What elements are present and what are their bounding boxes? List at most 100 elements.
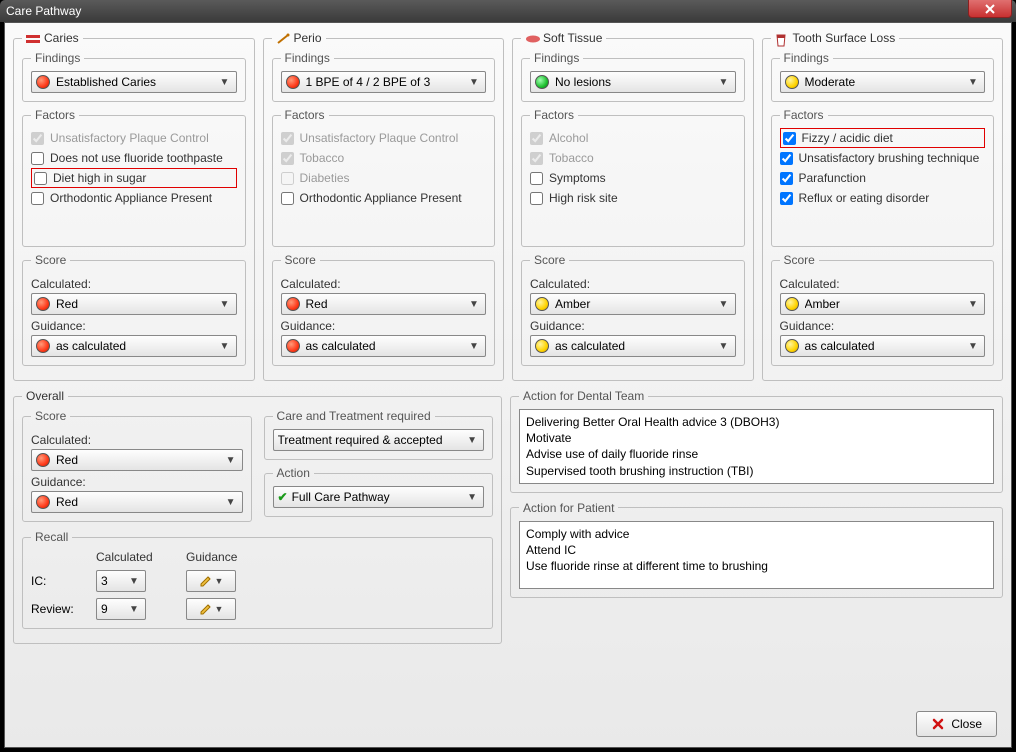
score-legend: Score bbox=[31, 253, 70, 267]
factors-legend: Factors bbox=[530, 108, 578, 122]
factor-row: Does not use fluoride toothpaste bbox=[31, 148, 237, 168]
tsl-findings-dropdown[interactable]: Moderate ▼ bbox=[780, 71, 986, 93]
chevron-down-icon: ▼ bbox=[218, 77, 232, 88]
close-button[interactable]: Close bbox=[916, 711, 997, 737]
overall-guide-label: Guidance: bbox=[31, 475, 243, 489]
factor-label: Orthodontic Appliance Present bbox=[50, 191, 212, 205]
recall-ic-dropdown[interactable]: 3▼ bbox=[96, 570, 146, 592]
factor-checkbox[interactable] bbox=[530, 152, 543, 165]
factor-row: Parafunction bbox=[780, 168, 986, 188]
chevron-down-icon: ▼ bbox=[224, 455, 238, 466]
factor-checkbox[interactable] bbox=[530, 192, 543, 205]
factor-label: Unsatisfactory brushing technique bbox=[799, 151, 980, 165]
chevron-down-icon: ▼ bbox=[465, 435, 479, 446]
softtissue-guidance-dropdown-text: as calculated bbox=[555, 339, 717, 353]
factor-checkbox[interactable] bbox=[530, 132, 543, 145]
softtissue-calculated-dropdown[interactable]: Amber ▼ bbox=[530, 293, 736, 315]
factor-checkbox[interactable] bbox=[783, 132, 796, 145]
factors-legend: Factors bbox=[31, 108, 79, 122]
factor-checkbox[interactable] bbox=[34, 172, 47, 185]
factor-checkbox[interactable] bbox=[780, 192, 793, 205]
guidance-label: Guidance: bbox=[530, 319, 736, 333]
calculated-label: Calculated: bbox=[281, 277, 487, 291]
perio-guidance-dropdown-text: as calculated bbox=[306, 339, 468, 353]
perio-guidance-dropdown[interactable]: as calculated ▼ bbox=[281, 335, 487, 357]
recall-ic-edit-button[interactable]: ▼ bbox=[186, 570, 236, 592]
perio-findings-dropdown[interactable]: 1 BPE of 4 / 2 BPE of 3 ▼ bbox=[281, 71, 487, 93]
action-team-legend: Action for Dental Team bbox=[519, 389, 648, 403]
factor-label: Unsatisfactory Plaque Control bbox=[300, 131, 459, 145]
window-close-button[interactable] bbox=[968, 0, 1012, 18]
action-patient-group: Action for Patient Comply with advice At… bbox=[510, 501, 1003, 598]
tsl-calculated-dropdown[interactable]: Amber ▼ bbox=[780, 293, 986, 315]
calculated-label: Calculated: bbox=[31, 277, 237, 291]
factor-label: Orthodontic Appliance Present bbox=[300, 191, 462, 205]
overall-calc-label: Calculated: bbox=[31, 433, 243, 447]
status-dot-icon bbox=[535, 339, 549, 353]
recall-legend: Recall bbox=[31, 530, 72, 544]
softtissue-findings-group: Findings No lesions ▼ bbox=[521, 51, 745, 102]
caries-guidance-dropdown[interactable]: as calculated ▼ bbox=[31, 335, 237, 357]
care-value: Treatment required & accepted bbox=[278, 433, 466, 447]
action-value: Full Care Pathway bbox=[292, 490, 465, 504]
factor-checkbox[interactable] bbox=[31, 192, 44, 205]
perio-factors-group: Factors Unsatisfactory Plaque Control To… bbox=[272, 108, 496, 247]
caries-group: Caries Findings Established Caries ▼ Fac… bbox=[13, 31, 255, 381]
overall-guidance-dropdown-text: Red bbox=[56, 495, 224, 509]
overall-calculated-dropdown[interactable]: Red ▼ bbox=[31, 449, 243, 471]
status-dot-icon bbox=[785, 297, 799, 311]
factor-checkbox[interactable] bbox=[281, 192, 294, 205]
guidance-label: Guidance: bbox=[31, 319, 237, 333]
factor-label: Diet high in sugar bbox=[53, 171, 146, 185]
action-dropdown[interactable]: ✔ Full Care Pathway ▼ bbox=[273, 486, 485, 508]
soft-tissue-icon bbox=[525, 33, 539, 43]
chevron-down-icon: ▼ bbox=[467, 299, 481, 310]
perio-calculated-dropdown[interactable]: Red ▼ bbox=[281, 293, 487, 315]
factor-checkbox[interactable] bbox=[281, 152, 294, 165]
factor-row: Symptoms bbox=[530, 168, 736, 188]
recall-calc-hdr: Calculated bbox=[96, 550, 176, 564]
tsl-guidance-dropdown[interactable]: as calculated ▼ bbox=[780, 335, 986, 357]
chevron-down-icon: ▼ bbox=[717, 299, 731, 310]
factor-row: Unsatisfactory Plaque Control bbox=[31, 128, 237, 148]
action-patient-text[interactable]: Comply with advice Attend IC Use fluorid… bbox=[519, 521, 994, 589]
chevron-down-icon: ▼ bbox=[215, 604, 224, 614]
softtissue-factors-group: Factors Alcohol Tobacco Symptoms High ri… bbox=[521, 108, 745, 247]
action-team-text[interactable]: Delivering Better Oral Health advice 3 (… bbox=[519, 409, 994, 484]
factor-row: Unsatisfactory brushing technique bbox=[780, 148, 986, 168]
care-dropdown[interactable]: Treatment required & accepted ▼ bbox=[273, 429, 485, 451]
factor-checkbox[interactable] bbox=[780, 152, 793, 165]
chevron-down-icon: ▼ bbox=[224, 497, 238, 508]
chevron-down-icon: ▼ bbox=[966, 341, 980, 352]
recall-review-dropdown[interactable]: 9▼ bbox=[96, 598, 146, 620]
action-team-group: Action for Dental Team Delivering Better… bbox=[510, 389, 1003, 493]
factor-checkbox[interactable] bbox=[281, 172, 294, 185]
factor-checkbox[interactable] bbox=[31, 132, 44, 145]
caries-findings-dropdown-text: Established Caries bbox=[56, 75, 218, 89]
chevron-down-icon: ▼ bbox=[717, 77, 731, 88]
caries-calculated-dropdown[interactable]: Red ▼ bbox=[31, 293, 237, 315]
status-dot-icon bbox=[36, 495, 50, 509]
status-dot-icon bbox=[286, 339, 300, 353]
overall-calculated-dropdown-text: Red bbox=[56, 453, 224, 467]
softtissue-guidance-dropdown[interactable]: as calculated ▼ bbox=[530, 335, 736, 357]
recall-review-edit-button[interactable]: ▼ bbox=[186, 598, 236, 620]
tsl-factors-group: Factors Fizzy / acidic diet Unsatisfacto… bbox=[771, 108, 995, 247]
softtissue-findings-dropdown[interactable]: No lesions ▼ bbox=[530, 71, 736, 93]
score-legend: Score bbox=[281, 253, 320, 267]
score-legend: Score bbox=[530, 253, 569, 267]
perio-score-group: Score Calculated: Red ▼ Guidance: as cal… bbox=[272, 253, 496, 366]
caries-findings-dropdown[interactable]: Established Caries ▼ bbox=[31, 71, 237, 93]
perio-calculated-dropdown-text: Red bbox=[306, 297, 468, 311]
factor-checkbox[interactable] bbox=[31, 152, 44, 165]
status-dot-icon bbox=[36, 453, 50, 467]
caries-factors-group: Factors Unsatisfactory Plaque Control Do… bbox=[22, 108, 246, 247]
factor-checkbox[interactable] bbox=[530, 172, 543, 185]
findings-legend: Findings bbox=[281, 51, 334, 65]
factor-checkbox[interactable] bbox=[281, 132, 294, 145]
factor-row: Tobacco bbox=[281, 148, 487, 168]
overall-guidance-dropdown[interactable]: Red ▼ bbox=[31, 491, 243, 513]
factor-row: Reflux or eating disorder bbox=[780, 188, 986, 208]
factor-checkbox[interactable] bbox=[780, 172, 793, 185]
chevron-down-icon: ▼ bbox=[127, 604, 141, 615]
